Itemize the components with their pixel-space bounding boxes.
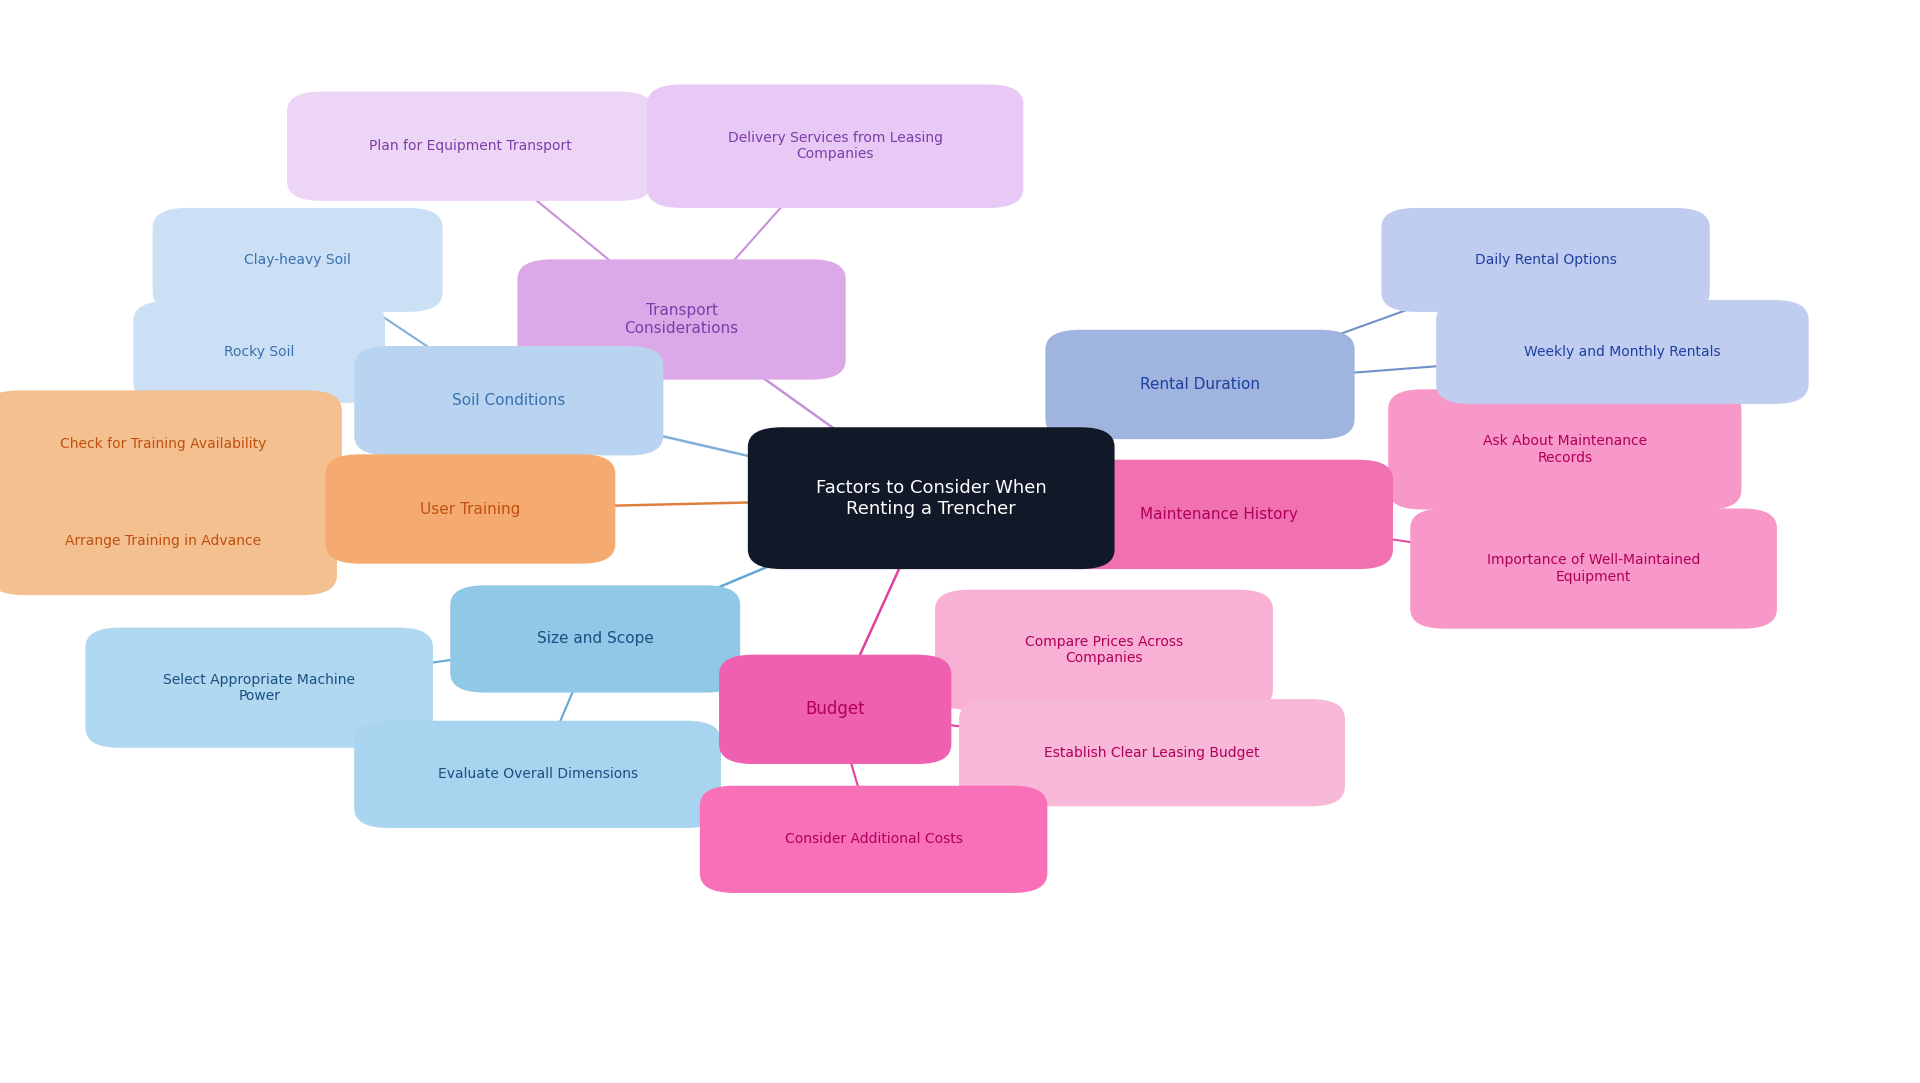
Text: Delivery Services from Leasing
Companies: Delivery Services from Leasing Companies (728, 131, 943, 161)
Text: Ask About Maintenance
Records: Ask About Maintenance Records (1482, 434, 1647, 465)
Text: Soil Conditions: Soil Conditions (451, 393, 566, 408)
FancyBboxPatch shape (1382, 208, 1711, 312)
Text: Consider Additional Costs: Consider Additional Costs (785, 833, 962, 846)
FancyBboxPatch shape (0, 488, 338, 596)
FancyBboxPatch shape (1044, 459, 1394, 570)
FancyBboxPatch shape (86, 628, 434, 748)
Text: User Training: User Training (420, 501, 520, 517)
Text: Maintenance History: Maintenance History (1140, 507, 1298, 522)
Text: Daily Rental Options: Daily Rental Options (1475, 253, 1617, 266)
FancyBboxPatch shape (1409, 509, 1778, 628)
FancyBboxPatch shape (355, 721, 722, 827)
FancyBboxPatch shape (718, 654, 952, 765)
Text: Factors to Consider When
Renting a Trencher: Factors to Consider When Renting a Trenc… (816, 479, 1046, 518)
Text: Select Appropriate Machine
Power: Select Appropriate Machine Power (163, 673, 355, 703)
FancyBboxPatch shape (747, 427, 1114, 570)
FancyBboxPatch shape (154, 208, 442, 312)
FancyBboxPatch shape (1044, 329, 1356, 440)
FancyBboxPatch shape (449, 585, 739, 693)
Text: Budget: Budget (804, 701, 866, 718)
FancyBboxPatch shape (647, 84, 1023, 208)
Text: Transport
Considerations: Transport Considerations (624, 303, 739, 336)
FancyBboxPatch shape (355, 347, 664, 455)
Text: Weekly and Monthly Rentals: Weekly and Monthly Rentals (1524, 345, 1720, 358)
FancyBboxPatch shape (1436, 300, 1809, 404)
Text: Arrange Training in Advance: Arrange Training in Advance (65, 535, 261, 548)
FancyBboxPatch shape (0, 390, 342, 497)
Text: Importance of Well-Maintained
Equipment: Importance of Well-Maintained Equipment (1486, 553, 1701, 584)
FancyBboxPatch shape (958, 700, 1344, 806)
FancyBboxPatch shape (1388, 390, 1741, 510)
FancyBboxPatch shape (132, 301, 384, 403)
Text: Check for Training Availability: Check for Training Availability (60, 438, 267, 451)
Text: Rental Duration: Rental Duration (1140, 377, 1260, 392)
FancyBboxPatch shape (286, 92, 653, 201)
Text: Size and Scope: Size and Scope (538, 631, 653, 647)
Text: Establish Clear Leasing Budget: Establish Clear Leasing Budget (1044, 746, 1260, 759)
FancyBboxPatch shape (699, 786, 1048, 892)
Text: Clay-heavy Soil: Clay-heavy Soil (244, 253, 351, 266)
FancyBboxPatch shape (935, 589, 1273, 710)
Text: Plan for Equipment Transport: Plan for Equipment Transport (369, 140, 572, 153)
FancyBboxPatch shape (324, 455, 614, 563)
Text: Evaluate Overall Dimensions: Evaluate Overall Dimensions (438, 768, 637, 781)
Text: Rocky Soil: Rocky Soil (225, 345, 294, 358)
Text: Compare Prices Across
Companies: Compare Prices Across Companies (1025, 635, 1183, 665)
FancyBboxPatch shape (516, 259, 845, 379)
